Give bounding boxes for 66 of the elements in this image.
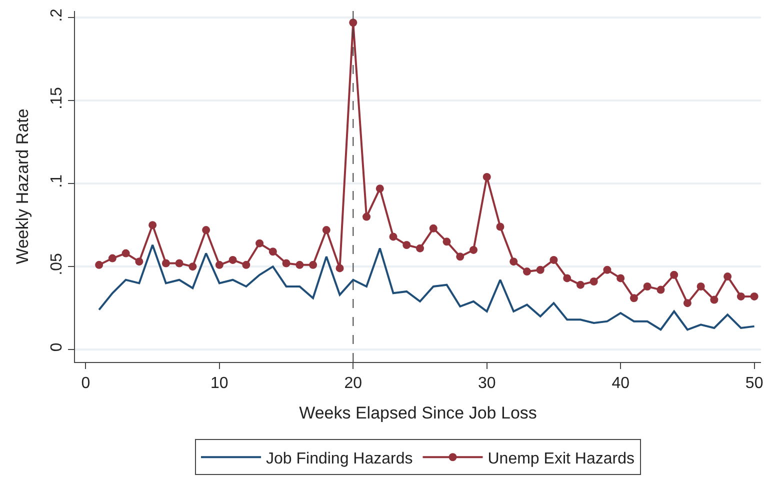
x-tick-label: 0 (81, 375, 90, 392)
point (202, 226, 210, 234)
point (148, 221, 157, 230)
y-tick-label: .1 (48, 174, 66, 188)
point (188, 262, 197, 271)
point (162, 259, 170, 268)
point (656, 286, 665, 294)
point (376, 184, 384, 193)
point (282, 259, 290, 268)
y-tick-label: .15 (48, 87, 66, 110)
y-axis-title: Weekly Hazard Rate (13, 108, 32, 264)
point (416, 244, 424, 252)
point (135, 258, 144, 266)
point (95, 260, 104, 269)
x-tick-label: 20 (344, 375, 362, 392)
point (228, 256, 237, 264)
point (268, 248, 277, 256)
point (496, 222, 504, 231)
point (510, 258, 518, 266)
point (603, 266, 612, 274)
point (643, 282, 652, 290)
point (670, 270, 678, 279)
point (336, 264, 344, 272)
point (442, 238, 451, 246)
point (724, 272, 732, 281)
point (175, 259, 184, 268)
x-tick-label: 50 (745, 375, 764, 392)
point (696, 282, 705, 290)
point (576, 280, 584, 289)
point (736, 292, 745, 300)
point (389, 232, 398, 241)
x-tick-label: 30 (478, 375, 496, 392)
point (296, 260, 304, 269)
x-tick-label: 40 (612, 375, 630, 392)
point (362, 212, 371, 221)
x-axis-title: Weeks Elapsed Since Job Loss (299, 404, 537, 423)
point (522, 268, 531, 276)
y-tick-label: .05 (48, 252, 66, 276)
point (683, 299, 692, 308)
point (536, 266, 544, 274)
point (630, 294, 638, 302)
y-tick-label: 0 (48, 342, 66, 352)
y-tick-label: .2 (48, 8, 66, 22)
point (563, 274, 572, 282)
point (242, 260, 250, 269)
point (108, 254, 116, 262)
point (482, 172, 491, 181)
point (309, 260, 318, 269)
point (590, 278, 598, 286)
line-series (98, 244, 756, 331)
x-tick-label: 10 (210, 375, 228, 392)
point (470, 246, 478, 254)
point (256, 239, 264, 248)
point (550, 256, 558, 264)
point (215, 260, 224, 269)
point (429, 224, 438, 232)
point (710, 296, 718, 304)
legend-label: Unemp Exit Hazards (488, 450, 634, 468)
point (750, 292, 758, 300)
legend-label: Job Finding Hazards (266, 450, 413, 468)
point (402, 241, 411, 249)
point (456, 252, 464, 261)
point (322, 226, 330, 234)
point (349, 18, 358, 27)
point (616, 274, 625, 282)
point (122, 249, 130, 258)
